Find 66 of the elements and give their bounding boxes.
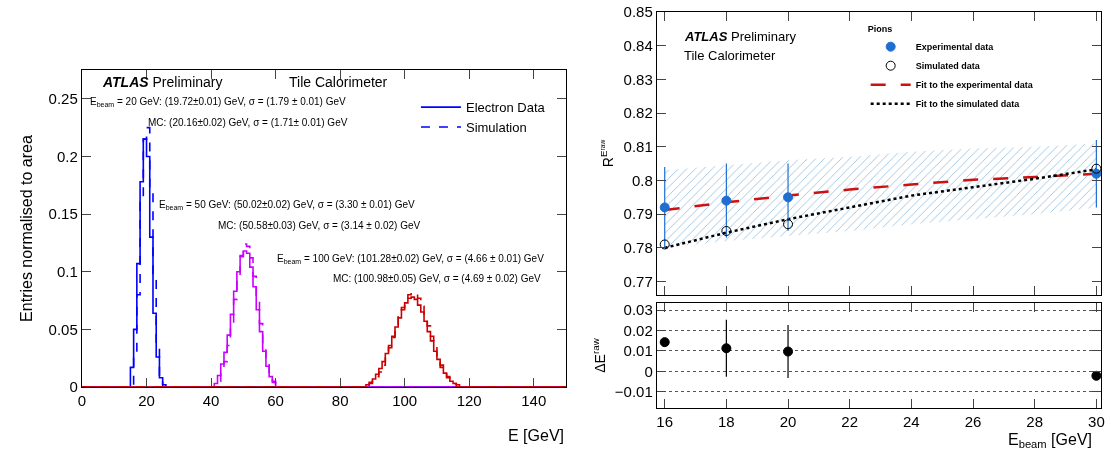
annotation: E$_{beam}$ = 20 GeV: (19.72±0.01) GeV, σ = (1.79 ± 0.01) GeV <box>90 96 347 109</box>
x-axis-title: E$_{beam}$ [GeV] <box>1008 431 1093 451</box>
y-tick-label: 0.2 <box>56 147 78 165</box>
point <box>783 346 794 357</box>
y-tick-label: 0 <box>69 378 78 396</box>
x-tick-label: 120 <box>456 392 482 410</box>
annotation: E$_{beam}$ = 50 GeV: (50.02±0.02) GeV, σ = (3.30 ± 0.01) GeV <box>159 199 416 212</box>
y-tick-label: 0.03 <box>623 301 653 319</box>
y-tick-label: 0.15 <box>48 205 78 223</box>
point <box>659 202 670 213</box>
point <box>721 225 732 236</box>
annotation: MC: (100.98±0.05) GeV, σ = (4.69 ± 0.02) GeV <box>333 273 542 284</box>
x-tick-label: 40 <box>202 392 220 410</box>
legend-title: Pions <box>867 24 893 35</box>
point <box>1091 163 1102 174</box>
annotation: MC: (20.16±0.02) GeV, σ = (1.71± 0.01) GeV <box>148 117 348 128</box>
y-tick-label: 0.83 <box>623 70 653 88</box>
y-tick-label: 0.05 <box>48 320 78 338</box>
annotation: E$_{beam}$ = 100 GeV: (101.28±0.02) GeV, σ = (4.66 ± 0.01) GeV <box>277 253 545 266</box>
x-tick-label: 80 <box>331 392 349 410</box>
x-axis-title: E [GeV] <box>508 427 565 444</box>
y-tick-label: 0.25 <box>48 90 78 108</box>
y-tick-label: −0.01 <box>614 382 653 400</box>
x-tick-label: 28 <box>1026 413 1044 431</box>
x-tick-label: 20 <box>138 392 155 410</box>
y-tick-label: 0.02 <box>623 321 653 339</box>
legend-label: Experimental data <box>915 42 995 53</box>
y-tick-label: 0.81 <box>623 138 653 156</box>
x-tick-label: 100 <box>392 392 418 410</box>
annotation: MC: (50.58±0.03) GeV, σ = (3.14 ± 0.02) GeV <box>218 220 421 231</box>
legend-label: Fit to the experimental data <box>915 80 1034 91</box>
point <box>721 195 732 206</box>
legend-label: Electron Data <box>465 100 546 116</box>
x-tick-label: 30 <box>1088 413 1105 431</box>
point <box>783 219 794 230</box>
y-tick-label: 0.01 <box>623 342 653 360</box>
x-tick-label: 20 <box>779 413 797 431</box>
legend-label: Simulation <box>465 120 527 136</box>
x-tick-label: 24 <box>903 413 920 431</box>
point <box>659 337 670 348</box>
y-axis-title: Entries normalised to area <box>17 135 35 322</box>
x-tick-label: 16 <box>656 413 674 431</box>
y-tick-label: 0.77 <box>623 272 653 290</box>
y-tick-label: 0 <box>644 362 653 380</box>
x-tick-label: 60 <box>267 392 284 410</box>
y-tick-label: 0.85 <box>623 3 653 21</box>
legend-label: Fit to the simulated data <box>915 99 1021 110</box>
annotation: Tile Calorimeter <box>684 48 776 63</box>
y-tick-label: 0.8 <box>631 171 653 189</box>
point <box>659 239 670 250</box>
y-tick-label: 0.84 <box>623 36 653 54</box>
x-tick-label: 140 <box>521 392 547 410</box>
point <box>783 192 794 203</box>
x-tick-label: 18 <box>718 413 735 431</box>
x-tick-label: 26 <box>964 413 982 431</box>
point <box>1091 370 1102 381</box>
y-tick-label: 0.82 <box>623 104 653 122</box>
annotation: ATLAS Preliminary <box>684 29 797 44</box>
x-tick-label: 22 <box>841 413 859 431</box>
point <box>721 343 732 354</box>
y-tick-label: 0.79 <box>623 205 653 223</box>
annotation: Tile Calorimeter <box>289 74 388 90</box>
y-tick-label: 0.1 <box>56 262 78 280</box>
legend-label: Simulated data <box>915 61 981 72</box>
y-tick-label: 0.78 <box>623 239 653 257</box>
annotation: ATLAS Preliminary <box>102 74 223 90</box>
